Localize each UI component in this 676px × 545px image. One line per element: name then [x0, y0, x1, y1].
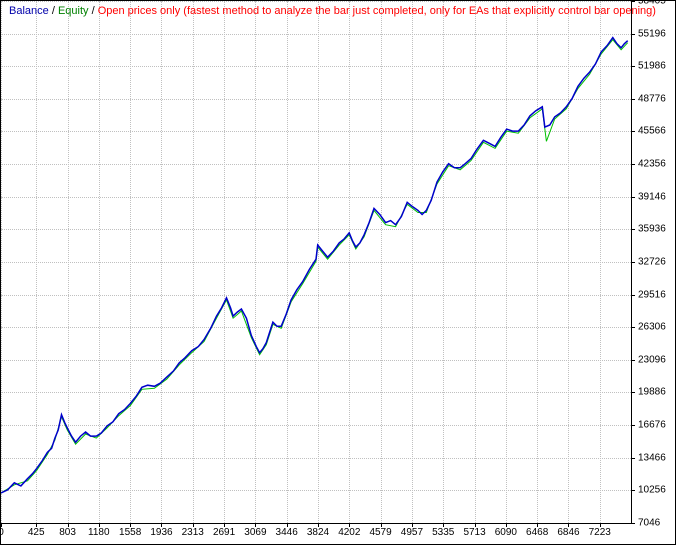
- x-tick-label: 4957: [401, 527, 423, 538]
- y-tick-mark: [631, 425, 635, 426]
- series-equity: [1, 40, 628, 493]
- y-tick-label: 39146: [638, 191, 666, 202]
- y-tick-label: 16676: [638, 420, 666, 431]
- y-tick-mark: [631, 295, 635, 296]
- legend-sep-0: /: [49, 5, 58, 17]
- y-tick-mark: [631, 66, 635, 67]
- chart-container: Balance / Equity / Open prices only (fas…: [0, 0, 676, 545]
- y-tick-mark: [631, 360, 635, 361]
- y-tick-label: 10256: [638, 485, 666, 496]
- x-tick-label: 6090: [495, 527, 517, 538]
- x-tick-label: 803: [59, 527, 76, 538]
- y-tick-label: 42356: [638, 159, 666, 170]
- x-tick-label: 1180: [88, 527, 110, 538]
- y-tick-mark: [631, 490, 635, 491]
- y-tick-mark: [631, 131, 635, 132]
- chart-svg: [1, 1, 631, 523]
- y-tick-label: 26306: [638, 322, 666, 333]
- y-tick-mark: [631, 1, 635, 2]
- x-tick-label: 4579: [369, 527, 391, 538]
- y-tick-mark: [631, 99, 635, 100]
- y-tick-mark: [631, 164, 635, 165]
- x-tick-label: 5335: [432, 527, 454, 538]
- legend-balance: Balance: [9, 5, 49, 17]
- x-tick-label: 425: [28, 527, 45, 538]
- x-tick-label: 5713: [463, 527, 485, 538]
- y-tick-label: 35936: [638, 224, 666, 235]
- y-tick-label: 19886: [638, 387, 666, 398]
- y-tick-mark: [631, 458, 635, 459]
- y-tick-label: 23096: [638, 354, 666, 365]
- y-tick-mark: [631, 197, 635, 198]
- y-tick-mark: [631, 34, 635, 35]
- legend-equity: Equity: [58, 5, 89, 17]
- x-tick-label: 7223: [589, 527, 611, 538]
- y-tick-mark: [631, 523, 635, 524]
- x-tick-label: 2691: [213, 527, 235, 538]
- x-tick-label: 4202: [338, 527, 360, 538]
- x-tick-label: 0: [0, 527, 4, 538]
- y-tick-label: 13466: [638, 452, 666, 463]
- series-balance: [1, 38, 628, 493]
- y-tick-mark: [631, 262, 635, 263]
- y-tick-label: 7046: [638, 518, 660, 529]
- x-tick-label: 2313: [182, 527, 204, 538]
- y-tick-label: 55196: [638, 28, 666, 39]
- y-tick-mark: [631, 229, 635, 230]
- x-tick-label: 1558: [119, 527, 141, 538]
- x-tick-label: 6846: [557, 527, 579, 538]
- legend-openprices: Open prices only (fastest method to anal…: [98, 5, 656, 17]
- chart-legend: Balance / Equity / Open prices only (fas…: [9, 5, 656, 17]
- y-tick-label: 29516: [638, 289, 666, 300]
- y-tick-label: 51986: [638, 61, 666, 72]
- x-tick-label: 6468: [526, 527, 548, 538]
- y-tick-mark: [631, 327, 635, 328]
- x-tick-label: 3824: [307, 527, 329, 538]
- y-tick-mark: [631, 392, 635, 393]
- y-tick-label: 45566: [638, 126, 666, 137]
- x-tick-label: 3069: [244, 527, 266, 538]
- legend-sep-1: /: [89, 5, 98, 17]
- y-tick-label: 48776: [638, 93, 666, 104]
- y-tick-label: 32726: [638, 256, 666, 267]
- plot-area: [1, 1, 631, 523]
- x-tick-label: 3446: [276, 527, 298, 538]
- x-tick-label: 1936: [150, 527, 172, 538]
